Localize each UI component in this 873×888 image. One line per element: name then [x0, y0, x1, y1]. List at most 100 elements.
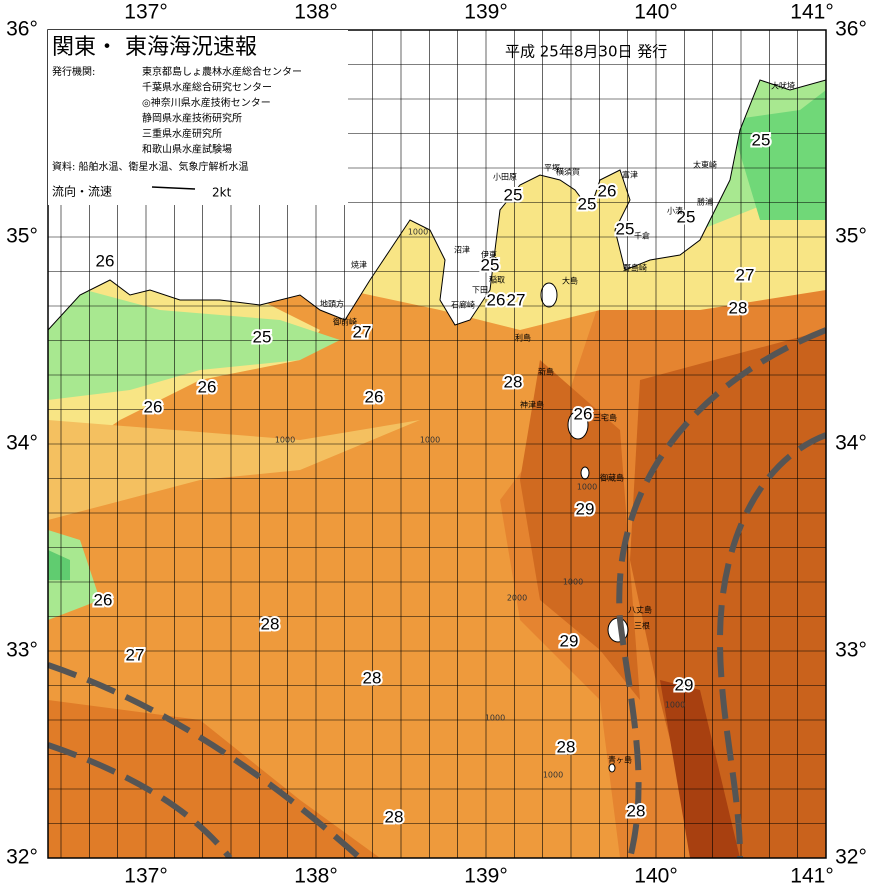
lat-tick-label: 33°	[835, 639, 867, 662]
contour-label: 25	[578, 194, 597, 213]
place-name: 三根	[634, 621, 650, 631]
place-name: 石廊崎	[451, 300, 475, 310]
speed-label: 2kt	[212, 186, 232, 200]
place-name: 伊東	[481, 250, 497, 260]
contour-label: 29	[576, 499, 595, 518]
issuer: 三重県水産研究所	[142, 127, 222, 140]
lon-tick-label: 141°	[790, 1, 833, 24]
place-name: 富津	[622, 170, 638, 180]
place-name: 沼津	[454, 245, 470, 255]
contour-label: 25	[677, 207, 696, 226]
contour-label: 26	[365, 387, 384, 406]
source: 資料: 船舶水温、衛星水温、気象庁解析水温	[52, 160, 249, 173]
contour-label: 26	[144, 397, 163, 416]
place-name: 青ヶ島	[608, 755, 632, 765]
contour-label: 26	[96, 251, 115, 270]
grid	[48, 30, 826, 858]
lon-tick-label: 140°	[634, 1, 677, 24]
contour-label: 28	[729, 298, 748, 317]
flow-arrow	[151, 186, 196, 190]
lon-tick-label: 139°	[464, 1, 507, 24]
contour-label: 28	[385, 807, 404, 826]
depth-label: 2000	[507, 594, 527, 603]
contour-label: 25	[752, 130, 771, 149]
place-name: 小湊	[667, 206, 683, 216]
depth-label: 1000	[543, 771, 563, 780]
contour-label: 28	[504, 372, 523, 391]
lon-tick-label: 141°	[790, 865, 833, 888]
place-name: 勝浦	[697, 197, 713, 207]
depth-label: 1000	[408, 228, 428, 237]
place-name: 小田原	[493, 173, 517, 182]
lon-tick-label: 140°	[634, 865, 677, 888]
place-name: 神津島	[520, 400, 544, 410]
contour-label: 25	[616, 219, 635, 238]
lat-tick-label: 34°	[835, 432, 867, 455]
place-name: 下田	[472, 286, 488, 295]
contour-label: 25	[481, 255, 500, 274]
place-name: 利島	[515, 333, 531, 343]
lat-tick-label: 35°	[835, 225, 867, 248]
lat-tick-label: 36°	[6, 18, 38, 41]
place-name: 稲取	[489, 275, 505, 285]
contour-label: 26	[198, 377, 217, 396]
contour-label: 28	[363, 668, 382, 687]
depth-label: 1000	[665, 701, 685, 710]
lat-tick-label: 34°	[6, 432, 38, 455]
lon-tick-label: 139°	[464, 865, 507, 888]
place-name: 太東崎	[693, 160, 717, 170]
place-name: 横須賀	[556, 167, 580, 177]
contour-label: 27	[126, 645, 145, 664]
depth-label: 1000	[563, 578, 583, 587]
lon-tick-label: 138°	[294, 865, 337, 888]
lon-tick-label: 137°	[124, 1, 167, 24]
lon-tick-label: 137°	[124, 865, 167, 888]
lat-tick-label: 36°	[835, 18, 867, 41]
lat-tick-label: 35°	[6, 225, 38, 248]
place-name: 御前崎	[333, 317, 357, 327]
depth-label: 1000	[275, 436, 295, 445]
issuer: 静岡県水産技術研究所	[142, 112, 242, 125]
contour-label: 26	[94, 590, 113, 609]
contour-label: 28	[557, 737, 576, 756]
lat-tick-label: 33°	[6, 639, 38, 662]
place-name: 新島	[538, 367, 554, 377]
issue-date: 平成 25年8月30日 発行	[505, 43, 667, 61]
map-frame	[47, 29, 827, 859]
contour-label: 27	[507, 290, 526, 309]
lat-tick-label: 32°	[6, 846, 38, 869]
contour-label: 28	[627, 801, 646, 820]
issuer: 東京都島しょ農林水産総合センター	[142, 65, 302, 78]
issuer-label: 発行機関:	[52, 65, 95, 78]
depth-label: 1000	[485, 714, 505, 723]
place-name: 平塚	[544, 164, 560, 173]
contour-label: 26	[487, 290, 506, 309]
depth-label: 1000	[420, 436, 440, 445]
flow-label: 流向・流速	[52, 184, 112, 199]
title: 関東・ 東海海況速報	[52, 35, 257, 60]
issuer: 和歌山県水産試験場	[142, 143, 232, 156]
depth-label: 1000	[577, 483, 597, 492]
contour-label: 29	[675, 675, 694, 694]
issuer: ◎神奈川県水産技術センター	[142, 96, 271, 109]
place-name: 大吠埼	[771, 81, 795, 91]
contour-label: 27	[353, 322, 372, 341]
place-name: 三宅島	[593, 413, 617, 423]
issuer: 千葉県水産総合研究センター	[142, 81, 272, 94]
contour-label: 26	[574, 404, 593, 423]
place-name: 八丈島	[628, 605, 652, 615]
contour-label: 25	[504, 185, 523, 204]
contour-label: 29	[560, 631, 579, 650]
place-name: 大島	[562, 276, 578, 286]
place-name: 焼津	[351, 260, 367, 270]
place-name: 野島崎	[623, 263, 647, 273]
contour-label: 27	[736, 265, 755, 284]
contour-label: 28	[261, 614, 280, 633]
lon-tick-label: 138°	[294, 1, 337, 24]
lat-tick-label: 32°	[835, 846, 867, 869]
place-name: 御蔵島	[600, 473, 624, 483]
place-name: 地頭方	[320, 299, 344, 309]
